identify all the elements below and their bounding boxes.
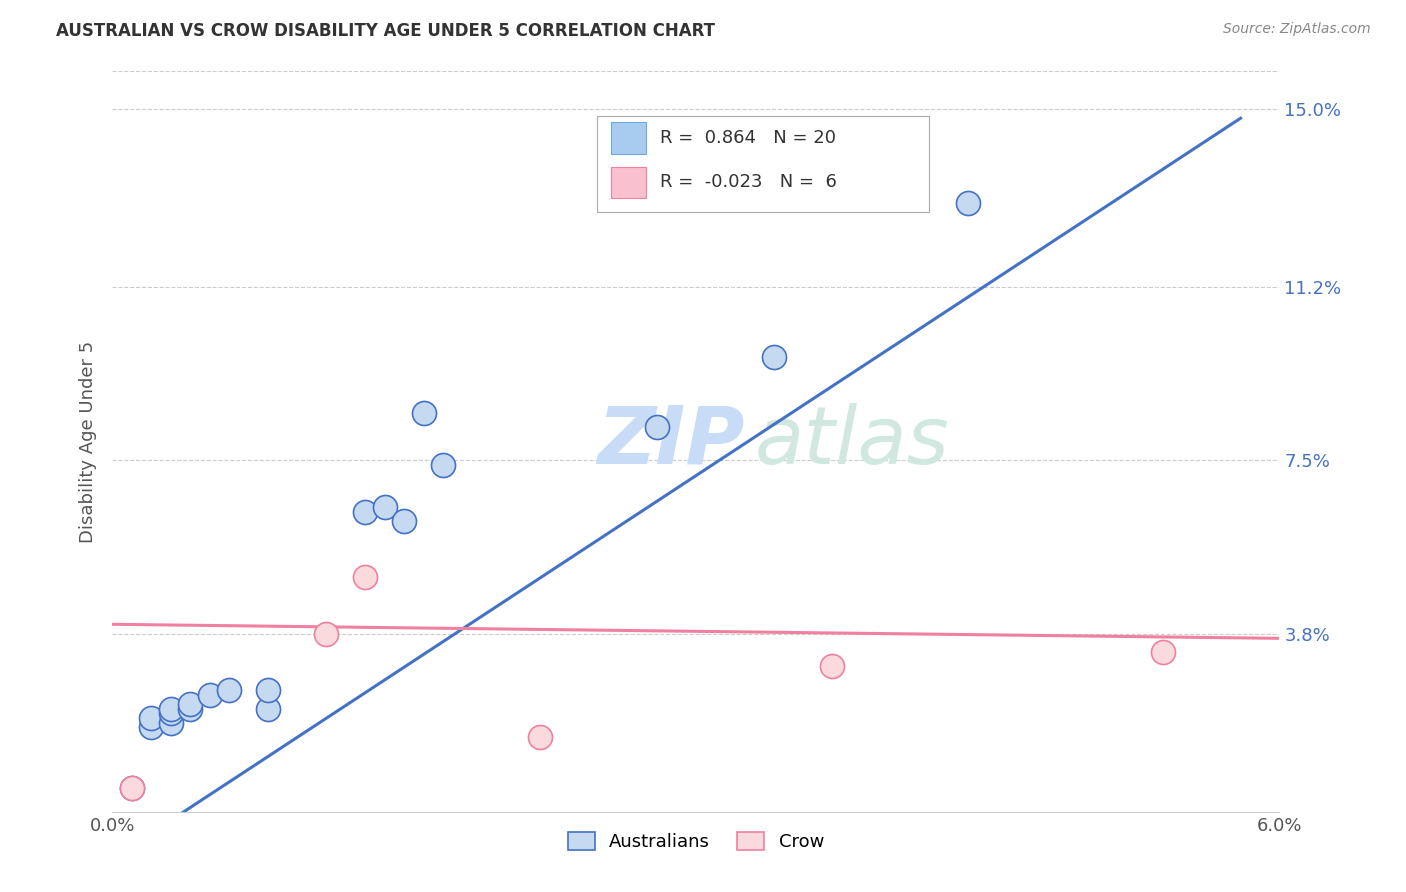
- Point: [141, 720, 163, 734]
- Point: [121, 781, 143, 796]
- Point: [160, 701, 183, 715]
- Point: [354, 570, 377, 584]
- Point: [121, 781, 143, 796]
- Point: [762, 350, 785, 364]
- Point: [354, 505, 377, 519]
- Point: [821, 659, 844, 673]
- Point: [315, 626, 337, 640]
- Y-axis label: Disability Age Under 5: Disability Age Under 5: [79, 341, 97, 542]
- Point: [160, 706, 183, 721]
- Point: [394, 514, 416, 528]
- Point: [957, 195, 980, 210]
- FancyBboxPatch shape: [596, 116, 929, 212]
- Point: [179, 697, 201, 711]
- Point: [198, 688, 221, 702]
- Point: [432, 458, 454, 472]
- Point: [412, 406, 434, 420]
- Point: [141, 711, 163, 725]
- Point: [529, 730, 551, 744]
- Text: ZIP: ZIP: [596, 402, 744, 481]
- Point: [374, 500, 396, 515]
- Point: [257, 701, 280, 715]
- Text: R =  -0.023   N =  6: R = -0.023 N = 6: [659, 173, 837, 192]
- Point: [179, 701, 201, 715]
- Text: AUSTRALIAN VS CROW DISABILITY AGE UNDER 5 CORRELATION CHART: AUSTRALIAN VS CROW DISABILITY AGE UNDER …: [56, 22, 716, 40]
- Point: [1152, 645, 1174, 659]
- Legend: Australians, Crow: Australians, Crow: [561, 824, 831, 858]
- Point: [257, 682, 280, 697]
- Text: R =  0.864   N = 20: R = 0.864 N = 20: [659, 129, 835, 147]
- Text: atlas: atlas: [755, 402, 949, 481]
- FancyBboxPatch shape: [610, 167, 645, 198]
- Text: Source: ZipAtlas.com: Source: ZipAtlas.com: [1223, 22, 1371, 37]
- FancyBboxPatch shape: [610, 122, 645, 153]
- Point: [645, 420, 668, 434]
- Point: [160, 715, 183, 730]
- Point: [218, 682, 240, 697]
